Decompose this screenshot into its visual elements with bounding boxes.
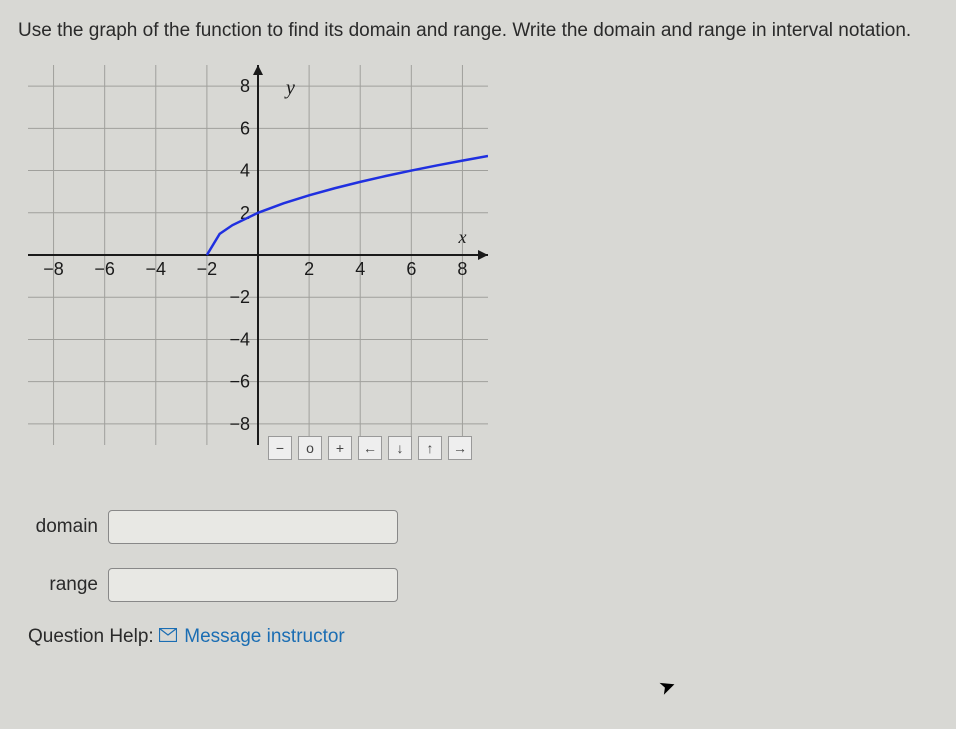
svg-text:−2: −2 <box>197 259 218 279</box>
svg-text:−2: −2 <box>229 287 250 307</box>
instruction-text: Use the graph of the function to find it… <box>18 18 938 45</box>
svg-text:2: 2 <box>304 259 314 279</box>
range-input[interactable] <box>108 568 398 602</box>
range-label: range <box>28 574 98 596</box>
svg-text:4: 4 <box>240 160 250 180</box>
page: Use the graph of the function to find it… <box>0 0 956 729</box>
graph-tool-button[interactable]: + <box>328 436 352 460</box>
svg-text:−6: −6 <box>94 259 115 279</box>
graph-tool-button[interactable]: → <box>448 436 472 460</box>
range-row: range <box>28 568 938 602</box>
message-instructor-link[interactable]: Message instructor <box>184 626 345 647</box>
domain-label: domain <box>28 516 98 538</box>
svg-text:y: y <box>284 77 295 99</box>
cursor-icon: ➤ <box>655 672 679 701</box>
help-row: Question Help: Message instructor <box>28 626 938 648</box>
svg-text:4: 4 <box>355 259 365 279</box>
svg-text:6: 6 <box>406 259 416 279</box>
graph-tool-button[interactable]: o <box>298 436 322 460</box>
svg-text:−4: −4 <box>229 329 250 349</box>
graph-tool-button[interactable]: ← <box>358 436 382 460</box>
envelope-icon <box>159 626 177 648</box>
graph-tool-button[interactable]: ↑ <box>418 436 442 460</box>
svg-text:−8: −8 <box>43 259 64 279</box>
svg-text:x: x <box>457 227 466 247</box>
domain-row: domain <box>28 510 938 544</box>
graph-tool-button[interactable]: ↓ <box>388 436 412 460</box>
svg-text:−6: −6 <box>229 371 250 391</box>
graph-container: −8−6−4−22468−8−6−4−22468yx −o+←↓↑→ <box>28 65 488 470</box>
graph-tool-button[interactable]: − <box>268 436 292 460</box>
inputs-section: domain range <box>28 510 938 602</box>
svg-text:8: 8 <box>240 76 250 96</box>
domain-input[interactable] <box>108 510 398 544</box>
svg-text:−8: −8 <box>229 413 250 433</box>
graph-toolbar: −o+←↓↑→ <box>268 436 472 460</box>
svg-text:−4: −4 <box>146 259 167 279</box>
graph-svg[interactable]: −8−6−4−22468−8−6−4−22468yx <box>28 65 488 470</box>
help-prefix: Question Help: <box>28 626 154 647</box>
svg-text:6: 6 <box>240 118 250 138</box>
svg-text:8: 8 <box>457 259 467 279</box>
